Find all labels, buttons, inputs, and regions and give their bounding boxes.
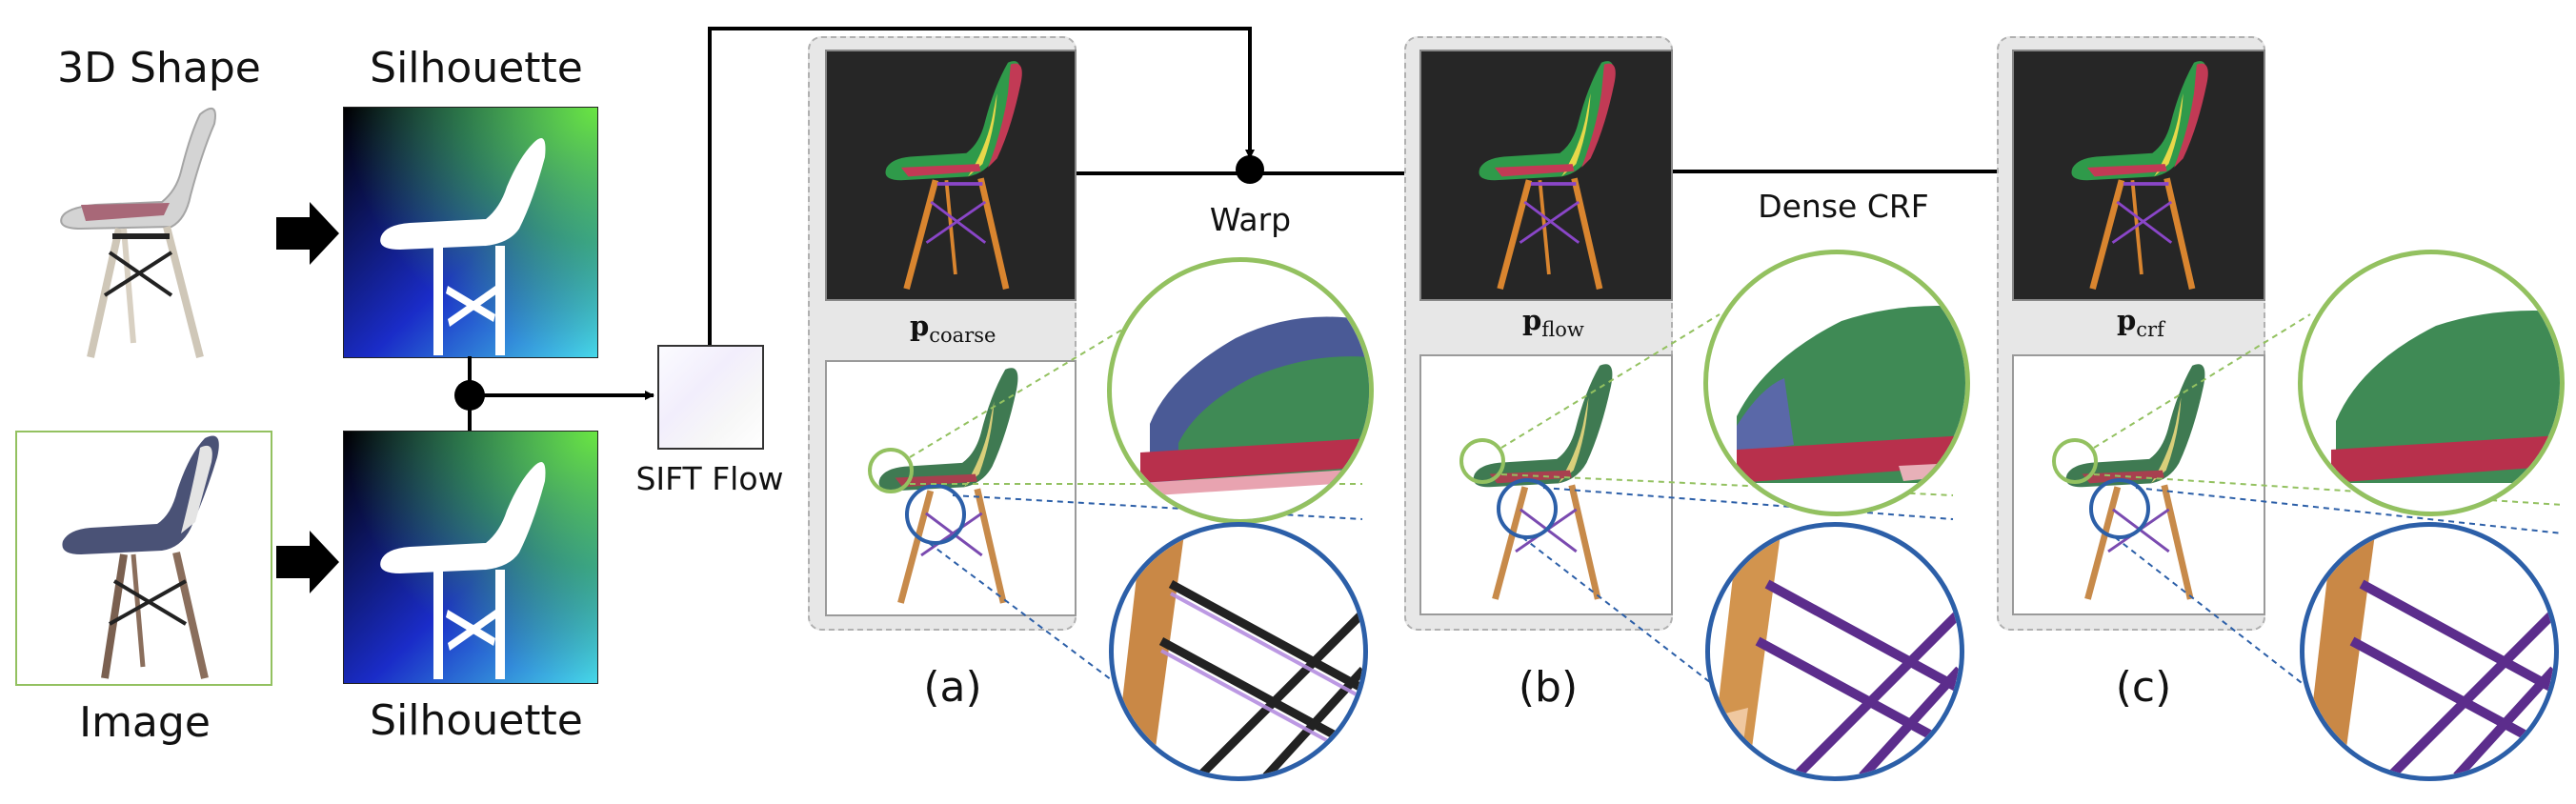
panel-b-letter: (b) (1518, 663, 1579, 712)
panel-a-overlay (825, 360, 1077, 616)
panel-c-overlay (2012, 354, 2265, 615)
panel-a-p-label: pcoarse (910, 310, 996, 347)
zoom-seat-a (1107, 257, 1374, 524)
input-image (15, 431, 272, 686)
zoom-legs-c (2300, 522, 2559, 781)
silhouette-top-label: Silhouette (370, 44, 583, 92)
sift-flow-label: SIFT Flow (635, 460, 784, 497)
panel-a-segmentation (825, 50, 1077, 301)
panel-b-p-label: pflow (1522, 304, 1584, 341)
zoom-legs-a (1109, 522, 1368, 781)
zoom-seat-b (1703, 250, 1970, 516)
image-label: Image (79, 698, 211, 747)
silhouette-bottom-label: Silhouette (370, 696, 583, 745)
warp-label: Warp (1209, 201, 1292, 238)
shape-label: 3D Shape (57, 44, 261, 92)
panel-b-overlay (1419, 354, 1673, 615)
panel-c-p-label: pcrf (2117, 304, 2164, 341)
zoom-legs-b (1705, 522, 1964, 781)
zoom-seat-c (2298, 250, 2565, 516)
panel-c-segmentation (2012, 50, 2265, 301)
silhouette-top-image (343, 107, 598, 358)
sift-flow-image (657, 345, 764, 450)
dense-crf-label: Dense CRF (1758, 188, 1929, 225)
panel-c-letter: (c) (2115, 663, 2172, 712)
panel-b-segmentation (1419, 50, 1673, 301)
silhouette-bottom-image (343, 431, 598, 684)
panel-a-letter: (a) (923, 663, 982, 712)
